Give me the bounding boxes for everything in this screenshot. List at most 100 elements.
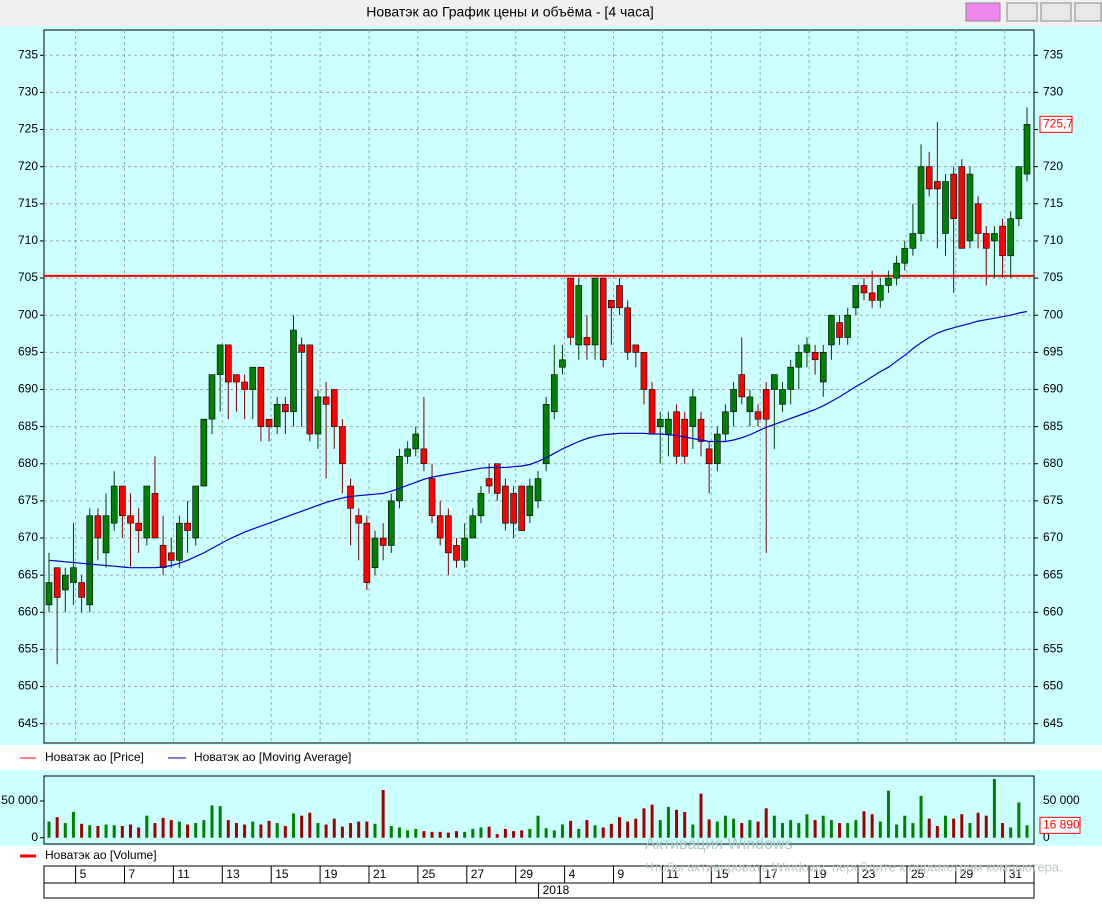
volume-bar: [373, 823, 377, 838]
candle-body: [208, 374, 216, 420]
volume-bar: [560, 824, 564, 838]
volume-bar: [446, 832, 450, 838]
volume-bar: [732, 818, 736, 838]
candle-body: [412, 433, 420, 450]
x-tick-label: 29: [960, 867, 974, 881]
y-tick-label: 715: [1043, 196, 1063, 210]
volume-bar: [161, 817, 165, 838]
x-tick-label: 15: [715, 867, 729, 881]
y-tick-label: 730: [1043, 85, 1063, 99]
volume-bar: [609, 823, 613, 838]
candle-body: [1015, 166, 1023, 219]
candle-body: [917, 166, 925, 234]
candle-body: [925, 166, 933, 190]
candle-body: [61, 574, 69, 591]
volume-bar: [813, 820, 817, 838]
candle-body: [200, 418, 208, 487]
volume-bar: [88, 825, 92, 838]
volume-bar: [267, 820, 271, 838]
volume-bar: [805, 814, 809, 838]
candle-body: [550, 374, 558, 413]
x-tick-label: 11: [177, 867, 190, 881]
volume-bar: [756, 821, 760, 838]
candle-body: [771, 374, 778, 390]
y-tick-label: 665: [1043, 567, 1063, 581]
candle-body: [379, 537, 387, 546]
candle-body: [665, 418, 672, 435]
y-tick-label: 705: [1043, 270, 1063, 284]
candle-body: [567, 277, 574, 338]
candle-body: [730, 389, 737, 413]
last-price-box: [1039, 115, 1073, 133]
candle-body: [640, 352, 648, 390]
volume-bar: [764, 808, 768, 838]
y-tick-label: 655: [1043, 642, 1063, 656]
volume-bar: [275, 823, 279, 838]
price-legend: [0, 745, 1102, 770]
x-tick-label: 25: [422, 867, 436, 881]
volume-bar: [202, 820, 206, 838]
candle-body: [534, 478, 542, 502]
candle-body: [119, 485, 126, 517]
volume-bar: [96, 825, 100, 838]
moving-average: [48, 310, 1028, 569]
volume-tick-label: 50 000: [1043, 793, 1080, 807]
volume-bar: [862, 811, 866, 838]
candle-body: [151, 493, 159, 539]
close-button[interactable]: [1074, 2, 1102, 22]
volume-bar: [406, 830, 410, 838]
candle-body: [526, 485, 534, 517]
volume-bar: [895, 824, 899, 838]
volume-bar: [381, 789, 385, 838]
volume-bar: [569, 820, 573, 838]
candle-body: [893, 262, 900, 279]
volume-bar: [748, 820, 752, 838]
volume-legend: [0, 846, 1102, 866]
volume-bar: [968, 823, 972, 838]
y-tick-label: 695: [18, 345, 38, 359]
y-tick-label: 660: [18, 604, 38, 618]
candle-body: [387, 500, 395, 546]
volume-bar: [952, 818, 956, 838]
legend-label: Новатэк ао [Volume]: [45, 848, 157, 862]
volume-bar: [47, 821, 51, 838]
volume-bar: [536, 815, 540, 838]
legend-label: Новатэк ао [Price]: [45, 750, 144, 764]
y-tick-label: 665: [18, 567, 38, 581]
volume-tick-label: 0: [31, 830, 38, 844]
volume-bar: [414, 828, 418, 838]
candle-body: [493, 463, 501, 494]
pin-button[interactable]: [965, 2, 1001, 22]
candle-body: [396, 456, 403, 502]
x-tick-label: 9: [618, 867, 625, 881]
volume-bar: [723, 815, 727, 838]
y-tick-label: 710: [18, 233, 38, 247]
y-tick-label: 720: [1043, 159, 1063, 173]
x-tick-label: 29: [520, 867, 534, 881]
volume-bar: [666, 806, 670, 838]
year-label: 2018: [543, 883, 570, 897]
x-tick-label: 31: [1009, 867, 1023, 881]
candle-body: [485, 478, 493, 487]
volume-bar: [544, 828, 548, 838]
y-tick-label: 675: [18, 493, 38, 507]
legend-label: Новатэк ао [Moving Average]: [194, 750, 351, 764]
maximize-button[interactable]: [1040, 2, 1072, 22]
minimize-button[interactable]: [1006, 2, 1038, 22]
volume-bar: [194, 823, 198, 838]
candle-body: [86, 515, 94, 606]
volume-bar: [789, 820, 793, 838]
x-tick-label: 23: [862, 867, 876, 881]
candle-body: [991, 233, 998, 242]
candle-body: [453, 545, 460, 561]
volume-bar: [699, 793, 703, 838]
candle-body: [982, 233, 990, 249]
y-tick-label: 650: [1043, 679, 1063, 693]
y-tick-label: 675: [1043, 493, 1063, 507]
y-tick-label: 735: [1043, 47, 1063, 61]
volume-bar: [340, 826, 344, 838]
candle-body: [713, 433, 721, 465]
volume-bar: [283, 825, 287, 838]
